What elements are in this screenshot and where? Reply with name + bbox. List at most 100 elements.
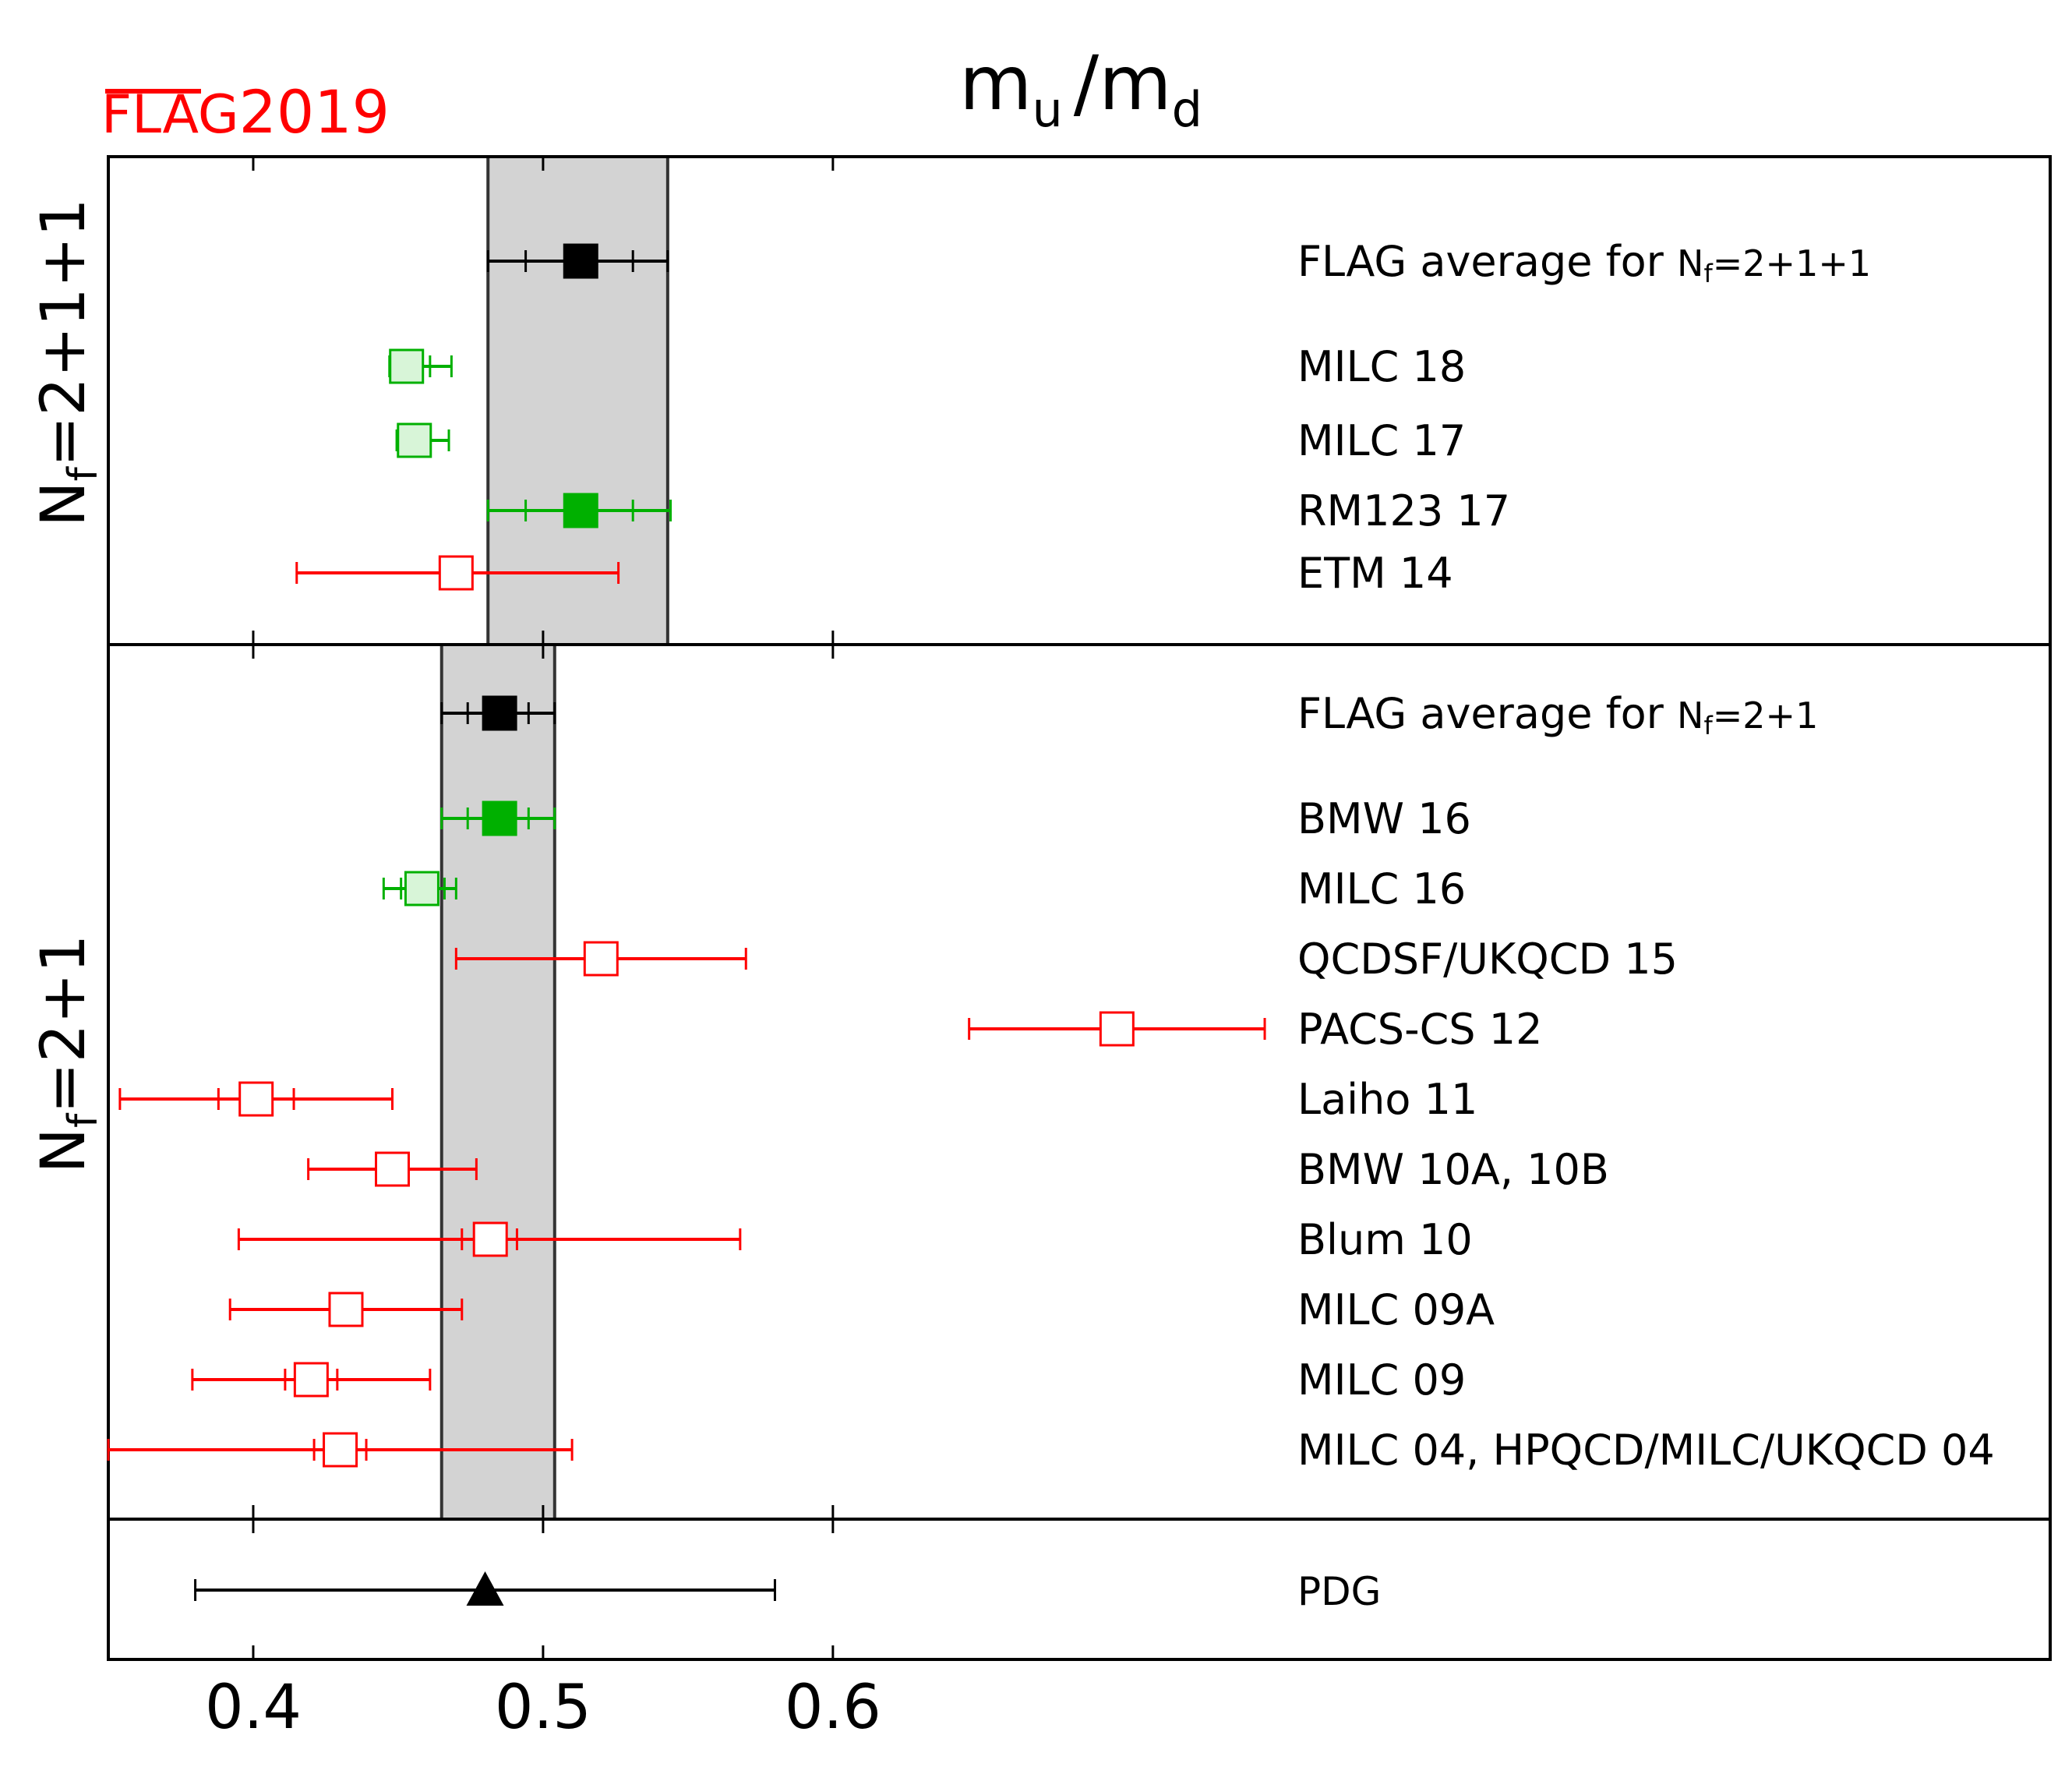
data-point-label: QCDSF/UKQCD 15 <box>1297 935 1678 984</box>
x-axis-ticks <box>252 157 835 1659</box>
panel0-label-n: N <box>29 481 99 526</box>
panel-frames <box>107 155 2052 1661</box>
data-point-marker <box>293 1362 329 1398</box>
data-point-label: FLAG average for Nf=2+1+1 <box>1297 237 1871 288</box>
data-point-label: BMW 10A, 10B <box>1297 1145 1609 1194</box>
data-point-marker <box>238 1081 274 1117</box>
data-point-group: MILC 17 <box>395 416 1466 465</box>
panel1-label-n: N <box>29 1128 99 1173</box>
panel1-label-sub: f <box>60 1112 107 1128</box>
data-point-label: Blum 10 <box>1297 1215 1473 1264</box>
data-point-label-text: RM123 17 <box>1297 486 1510 535</box>
data-point-marker <box>323 1432 358 1468</box>
data-point-group: FLAG average for Nf=2+1 <box>440 689 1818 740</box>
data-point-label-text: MILC 09 <box>1297 1355 1466 1405</box>
data-point-label-text: MILC 09A <box>1297 1285 1495 1334</box>
title-m2: m <box>1099 40 1172 127</box>
data-point-marker <box>404 871 439 906</box>
panel0-label-sub: f <box>60 465 107 481</box>
data-point-group: MILC 04, HPQCD/MILC/UKQCD 04 <box>107 1426 1995 1475</box>
flag-logo-word: FLAG <box>101 84 239 146</box>
data-point-label-text: PDG <box>1297 1569 1381 1614</box>
label-math-sub: f <box>1703 711 1713 740</box>
label-math-n: N <box>1677 242 1703 284</box>
data-point-marker <box>466 1571 504 1606</box>
flag-band-nf2p1 <box>439 643 556 1521</box>
data-point-group: FLAG average for Nf=2+1+1 <box>486 237 1871 288</box>
data-point-marker <box>328 1292 364 1327</box>
data-point-marker <box>563 243 598 279</box>
data-point-label: MILC 18 <box>1297 342 1466 391</box>
data-point-label-text: BMW 16 <box>1297 794 1471 843</box>
data-point-group: PACS-CS 12 <box>968 1005 1542 1054</box>
data-point-marker <box>375 1151 411 1187</box>
data-point-label: ETM 14 <box>1297 549 1453 598</box>
data-point-group: Laiho 11 <box>118 1075 1477 1124</box>
data-point-label-text: Blum 10 <box>1297 1215 1473 1264</box>
panel1-label-rest: =2+1 <box>29 935 99 1114</box>
data-point-marker <box>583 941 619 977</box>
data-point-group: MILC 09A <box>228 1285 1495 1334</box>
data-point-label-text: Laiho 11 <box>1297 1075 1477 1124</box>
label-math-rest: =2+1 <box>1713 694 1819 737</box>
data-point-label: MILC 04, HPQCD/MILC/UKQCD 04 <box>1297 1426 1995 1475</box>
data-point-label: PDG <box>1297 1569 1381 1614</box>
data-point-marker <box>482 695 517 731</box>
data-point-marker <box>397 422 432 458</box>
flag-logo-year: 2019 <box>239 77 390 147</box>
title-sub-d: d <box>1172 81 1202 138</box>
data-point-marker <box>472 1221 508 1257</box>
data-point-label: PACS-CS 12 <box>1297 1005 1542 1054</box>
data-point-group: MILC 16 <box>382 864 1466 914</box>
x-axis-labels: 0.4 0.5 0.6 <box>205 1673 881 1743</box>
panel-frame-nf2p1 <box>107 643 2052 1521</box>
data-point-label-text: FLAG average for <box>1297 237 1677 286</box>
x-tick-label: 0.4 <box>205 1673 302 1743</box>
data-point-group: BMW 16 <box>440 794 1471 843</box>
data-point-group: QCDSF/UKQCD 15 <box>454 935 1678 984</box>
title-slash: / <box>1074 40 1100 127</box>
data-point-marker <box>1099 1011 1135 1047</box>
title-m1: m <box>959 40 1032 127</box>
data-point-label-text: ETM 14 <box>1297 549 1453 598</box>
data-point-group: PDG <box>194 1569 1381 1614</box>
data-point-marker <box>563 493 598 528</box>
data-point-marker <box>438 555 474 591</box>
panel-label-nf2p1: Nf=2+1 <box>29 935 107 1174</box>
data-point-label: MILC 09 <box>1297 1355 1466 1405</box>
x-tick-label: 0.5 <box>495 1673 591 1743</box>
data-point-label-text: MILC 18 <box>1297 342 1466 391</box>
data-point-label: MILC 17 <box>1297 416 1466 465</box>
data-point-label: Laiho 11 <box>1297 1075 1477 1124</box>
data-point-group: MILC 09 <box>191 1355 1466 1405</box>
data-point-group: MILC 18 <box>388 342 1466 391</box>
data-point-label: MILC 16 <box>1297 864 1466 914</box>
data-point-group: ETM 14 <box>295 549 1453 598</box>
data-point-label-text: MILC 04, HPQCD/MILC/UKQCD 04 <box>1297 1426 1995 1475</box>
label-math-rest: =2+1+1 <box>1713 242 1871 284</box>
title-sub-u: u <box>1032 81 1063 138</box>
chart-title: mu/md <box>959 40 1202 138</box>
data-point-label-text: PACS-CS 12 <box>1297 1005 1542 1054</box>
flag-logo-text: FLAG2019 <box>101 77 390 147</box>
data-point-label: RM123 17 <box>1297 486 1510 535</box>
data-point-label-text: QCDSF/UKQCD 15 <box>1297 935 1678 984</box>
x-tick-label: 0.6 <box>785 1673 881 1743</box>
label-math-n: N <box>1677 694 1703 737</box>
data-point-label-text: BMW 10A, 10B <box>1297 1145 1609 1194</box>
data-point-group: BMW 10A, 10B <box>307 1145 1609 1194</box>
data-point-label: MILC 09A <box>1297 1285 1495 1334</box>
data-point-group: RM123 17 <box>486 486 1510 535</box>
data-point-label: FLAG average for Nf=2+1 <box>1297 689 1818 740</box>
data-point-label-text: MILC 17 <box>1297 416 1466 465</box>
flag-logo: FLAG2019 <box>101 77 390 147</box>
data-point-label: BMW 16 <box>1297 794 1471 843</box>
data-point-group: Blum 10 <box>237 1215 1473 1264</box>
label-math-sub: f <box>1703 259 1713 288</box>
panel-label-nf2p1p1: Nf=2+1+1 <box>29 198 107 527</box>
data-point-marker <box>482 800 517 836</box>
data-point-label-text: FLAG average for <box>1297 689 1677 738</box>
data-point-marker <box>389 348 425 384</box>
data-point-label-text: MILC 16 <box>1297 864 1466 914</box>
